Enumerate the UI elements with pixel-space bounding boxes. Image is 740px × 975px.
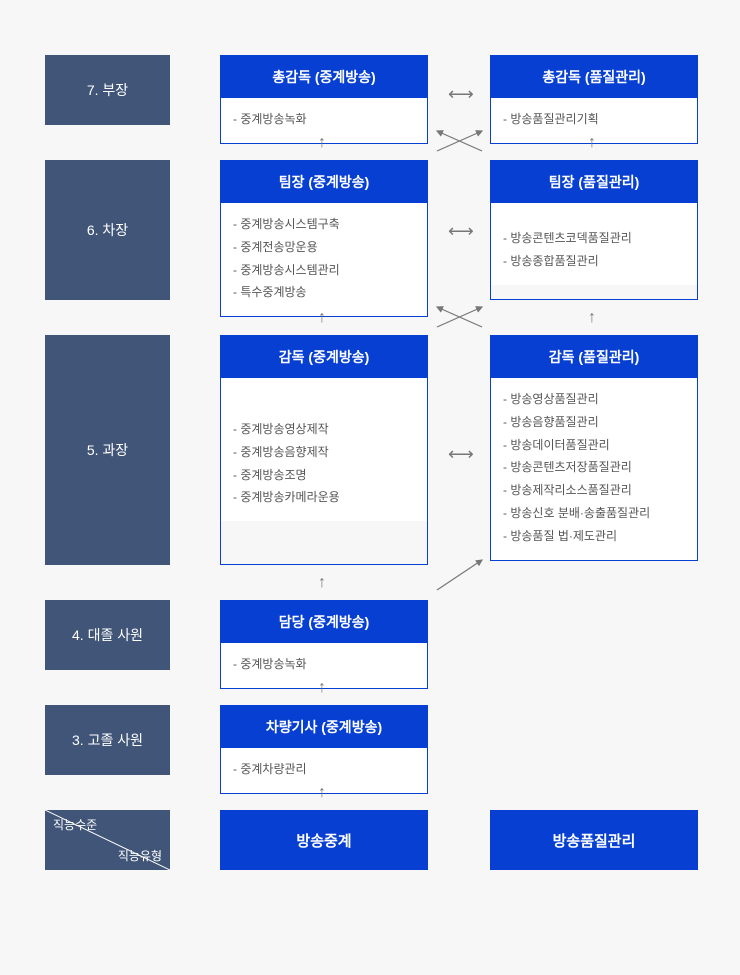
arrow-up-icon: ↑ (318, 135, 326, 151)
card-header: 감독 (중계방송) (221, 336, 427, 378)
card-item: 중계차량관리 (233, 758, 415, 781)
card-body: 중계방송시스템구축 중계전송망운용 중계방송시스템관리 특수중계방송 (221, 203, 427, 316)
arrow-up-icon: ↑ (588, 310, 596, 326)
card-body: 방송영상품질관리 방송음향품질관리 방송데이터품질관리 방송콘텐츠저장품질관리 … (491, 378, 697, 560)
axis-type-label: 직능유형 (118, 847, 162, 864)
card-director-broadcast: 총감독 (중계방송) 중계방송녹화 (220, 55, 428, 144)
rank-7-label: 7. 부장 (87, 80, 128, 100)
arrow-cross-icon (432, 302, 487, 332)
rank-5-label: 5. 과장 (87, 440, 128, 460)
card-item: 중계방송조명 (233, 464, 415, 487)
column-title-broadcast: 방송중계 (220, 810, 428, 870)
card-supervisor-broadcast: 감독 (중계방송) 중계방송영상제작 중계방송음향제작 중계방송조명 중계방송카… (220, 335, 428, 565)
rank-5: 5. 과장 (45, 335, 170, 565)
arrow-up-icon: ↑ (318, 575, 326, 591)
card-teamlead-quality: 팀장 (품질관리) 방송콘텐츠코덱품질관리 방송종합품질관리 (490, 160, 698, 300)
card-header: 총감독 (품질관리) (491, 56, 697, 98)
card-item: 방송종합품질관리 (503, 250, 685, 273)
card-item: 방송데이터품질관리 (503, 434, 685, 457)
card-item: 중계방송녹화 (233, 653, 415, 676)
card-item: 방송음향품질관리 (503, 411, 685, 434)
card-header: 팀장 (중계방송) (221, 161, 427, 203)
card-item: 특수중계방송 (233, 281, 415, 304)
card-header: 차량기사 (중계방송) (221, 706, 427, 748)
rank-6-label: 6. 차장 (87, 220, 128, 240)
rank-7: 7. 부장 (45, 55, 170, 125)
arrow-up-icon: ↑ (318, 680, 326, 696)
card-header: 총감독 (중계방송) (221, 56, 427, 98)
card-item: 중계방송시스템관리 (233, 259, 415, 282)
card-driver-broadcast: 차량기사 (중계방송) 중계차량관리 (220, 705, 428, 794)
card-teamlead-broadcast: 팀장 (중계방송) 중계방송시스템구축 중계전송망운용 중계방송시스템관리 특수… (220, 160, 428, 317)
card-director-quality: 총감독 (품질관리) 방송품질관리기획 (490, 55, 698, 144)
card-item: 중계방송녹화 (233, 108, 415, 131)
arrow-bi-icon: ⟷ (448, 445, 474, 463)
card-item: 중계전송망운용 (233, 236, 415, 259)
arrow-up-icon: ↑ (588, 135, 596, 151)
card-item: 중계방송영상제작 (233, 418, 415, 441)
card-supervisor-quality: 감독 (품질관리) 방송영상품질관리 방송음향품질관리 방송데이터품질관리 방송… (490, 335, 698, 561)
card-item: 방송제작리소스품질관리 (503, 479, 685, 502)
rank-3-label: 3. 고졸 사원 (72, 730, 143, 750)
card-header: 팀장 (품질관리) (491, 161, 697, 203)
arrow-up-icon: ↑ (318, 310, 326, 326)
diagram-root: 7. 부장 총감독 (중계방송) 중계방송녹화 총감독 (품질관리) 방송품질관… (0, 0, 740, 975)
card-body: 방송콘텐츠코덱품질관리 방송종합품질관리 (491, 203, 697, 285)
card-header: 담당 (중계방송) (221, 601, 427, 643)
card-item: 방송영상품질관리 (503, 388, 685, 411)
rank-4: 4. 대졸 사원 (45, 600, 170, 670)
axis-level-label: 직능수준 (53, 816, 97, 833)
arrow-cross-icon (432, 126, 487, 156)
card-item: 방송콘텐츠저장품질관리 (503, 456, 685, 479)
card-item: 방송콘텐츠코덱품질관리 (503, 227, 685, 250)
arrow-bi-icon: ⟷ (448, 222, 474, 240)
rank-4-label: 4. 대졸 사원 (72, 625, 143, 645)
arrow-up-icon: ↑ (318, 785, 326, 801)
column-title-quality: 방송품질관리 (490, 810, 698, 870)
rank-3: 3. 고졸 사원 (45, 705, 170, 775)
card-staff-broadcast: 담당 (중계방송) 중계방송녹화 (220, 600, 428, 689)
card-item: 방송신호 분배·송출품질관리 (503, 502, 685, 525)
card-item: 방송품질 법·제도관리 (503, 525, 685, 548)
card-header: 감독 (품질관리) (491, 336, 697, 378)
card-item: 중계방송음향제작 (233, 441, 415, 464)
arrow-diag-up-icon (432, 555, 487, 595)
card-item: 중계방송카메라운용 (233, 486, 415, 509)
axis-box: 직능수준 직능유형 (45, 810, 170, 870)
card-body: 중계방송영상제작 중계방송음향제작 중계방송조명 중계방송카메라운용 (221, 378, 427, 521)
rank-6: 6. 차장 (45, 160, 170, 300)
arrow-bi-icon: ⟷ (448, 85, 474, 103)
card-item: 방송품질관리기획 (503, 108, 685, 131)
card-item: 중계방송시스템구축 (233, 213, 415, 236)
